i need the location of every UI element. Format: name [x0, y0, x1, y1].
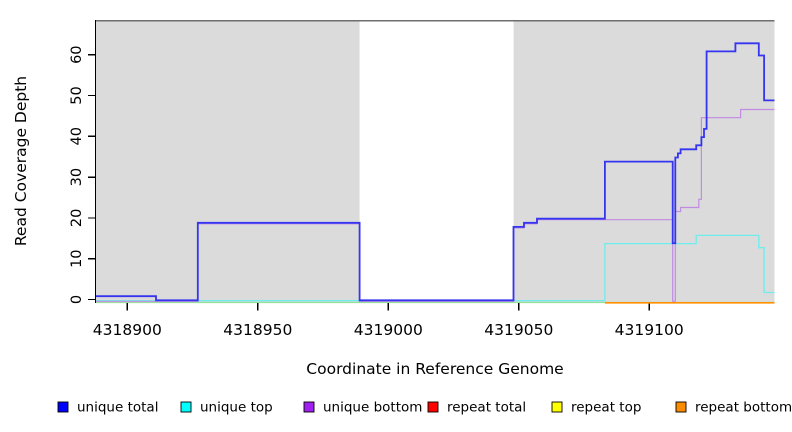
legend-item-unique-bottom: unique bottom	[303, 400, 422, 416]
y-tick-label: 50	[69, 86, 85, 104]
y-axis-label: Read Coverage Depth	[12, 76, 30, 246]
y-tick-label: 40	[69, 127, 85, 145]
legend-swatch-icon	[303, 401, 315, 413]
y-axis: 0 10 20 30 40 50 60	[69, 20, 97, 304]
legend-label: repeat bottom	[695, 400, 792, 416]
legend-label: unique total	[77, 400, 158, 416]
legend-label: unique bottom	[323, 400, 422, 416]
x-tick-label: 4319050	[484, 321, 553, 339]
y-tick-label: 0	[69, 295, 85, 304]
x-tick-label: 4319100	[615, 321, 684, 339]
y-tick-label: 10	[69, 249, 85, 267]
legend-label: repeat total	[447, 400, 526, 416]
legend-item-repeat-top: repeat top	[551, 400, 641, 416]
legend-item-repeat-total: repeat total	[427, 400, 526, 416]
series-unique-total-line	[96, 42, 775, 302]
y-tick-label: 20	[69, 209, 85, 227]
legend-label: repeat top	[571, 400, 641, 416]
legend-swatch-icon	[427, 401, 439, 413]
legend-label: unique top	[200, 400, 273, 416]
legend-item-unique-total: unique total	[57, 400, 158, 416]
legend-swatch-icon	[551, 401, 563, 413]
y-tick-label: 30	[69, 168, 85, 186]
y-tick-label: 60	[69, 45, 85, 63]
legend-swatch-icon	[180, 401, 192, 413]
legend: unique total unique top unique bottom repea…	[57, 400, 792, 416]
coverage-gap-region	[359, 21, 514, 302]
series-unique-top-line	[96, 234, 775, 302]
legend-item-repeat-bottom: repeat bottom	[675, 400, 792, 416]
legend-swatch-icon	[675, 401, 687, 413]
legend-item-unique-top: unique top	[180, 400, 273, 416]
x-tick-label: 4318950	[223, 321, 292, 339]
x-axis: 4318900 4318950 4319000 4319050 4319100	[93, 303, 684, 339]
legend-swatch-icon	[57, 401, 69, 413]
x-tick-label: 4318900	[93, 321, 162, 339]
x-tick-label: 4319000	[354, 321, 423, 339]
x-axis-label: Coordinate in Reference Genome	[306, 360, 563, 378]
